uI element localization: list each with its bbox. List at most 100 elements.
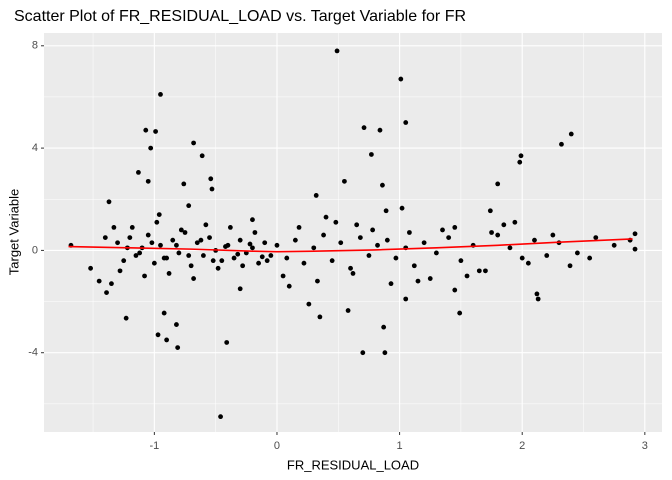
- point: [194, 240, 200, 246]
- point: [264, 258, 270, 264]
- point: [224, 340, 230, 345]
- point: [117, 268, 123, 274]
- point: [199, 153, 205, 159]
- point: [407, 230, 412, 235]
- point: [361, 125, 367, 131]
- point: [357, 235, 363, 241]
- point: [274, 242, 280, 248]
- point: [178, 227, 184, 233]
- point: [158, 91, 163, 97]
- point: [240, 263, 246, 269]
- point: [532, 237, 537, 243]
- point: [176, 250, 182, 256]
- point: [411, 263, 417, 269]
- point: [250, 245, 255, 251]
- point: [155, 332, 161, 338]
- y-tick-label: 8: [32, 40, 38, 52]
- point: [96, 278, 102, 284]
- point: [250, 217, 255, 223]
- point: [342, 178, 347, 184]
- point: [323, 214, 329, 220]
- point: [403, 120, 409, 125]
- point: [313, 193, 319, 198]
- point: [218, 414, 223, 420]
- point: [518, 153, 524, 159]
- point: [388, 281, 394, 287]
- point: [512, 219, 518, 225]
- point: [137, 250, 143, 256]
- point: [219, 258, 225, 264]
- point: [142, 273, 147, 279]
- point: [115, 240, 120, 246]
- point: [209, 186, 215, 192]
- point: [487, 208, 493, 214]
- point: [306, 301, 312, 307]
- point: [102, 235, 108, 241]
- point: [321, 232, 326, 238]
- point: [191, 140, 196, 146]
- point: [166, 271, 172, 276]
- point: [550, 232, 556, 238]
- point: [476, 268, 482, 274]
- point: [145, 232, 151, 238]
- point: [587, 255, 593, 261]
- point: [415, 278, 421, 284]
- x-tick-label: 2: [519, 440, 525, 452]
- point: [182, 230, 188, 235]
- point: [136, 169, 141, 175]
- point: [198, 237, 204, 243]
- point: [154, 219, 160, 225]
- point: [259, 254, 265, 260]
- point: [161, 255, 167, 261]
- point: [121, 258, 127, 264]
- point: [370, 227, 376, 233]
- point: [354, 222, 360, 228]
- point: [464, 273, 470, 279]
- point: [632, 231, 638, 237]
- point: [427, 276, 433, 281]
- point: [338, 240, 344, 246]
- point: [421, 240, 427, 246]
- point: [315, 278, 320, 284]
- point: [88, 265, 93, 271]
- point: [127, 235, 133, 241]
- point: [483, 268, 488, 274]
- point: [203, 222, 209, 228]
- point: [284, 255, 290, 261]
- point: [174, 322, 179, 327]
- point: [375, 242, 380, 248]
- point: [350, 271, 356, 276]
- point: [403, 296, 409, 302]
- point: [207, 235, 212, 241]
- point: [133, 253, 139, 258]
- point: [380, 182, 385, 188]
- point: [129, 224, 135, 230]
- point: [519, 255, 525, 261]
- point: [201, 253, 206, 258]
- point: [106, 199, 112, 205]
- point: [632, 246, 638, 252]
- point: [109, 281, 114, 287]
- point: [181, 181, 187, 187]
- point: [186, 203, 192, 209]
- point: [268, 253, 274, 258]
- point: [495, 232, 501, 238]
- point: [191, 276, 196, 281]
- point: [262, 240, 268, 246]
- point: [235, 251, 241, 257]
- point: [446, 235, 452, 241]
- point: [286, 283, 292, 289]
- point: [452, 287, 458, 293]
- point: [489, 230, 494, 235]
- y-tick-label: -4: [28, 347, 38, 359]
- point: [567, 263, 573, 269]
- point: [368, 152, 374, 157]
- point: [104, 290, 109, 296]
- point: [153, 129, 158, 134]
- point: [174, 242, 179, 248]
- point: [156, 212, 162, 217]
- point: [210, 258, 216, 264]
- point: [148, 145, 154, 151]
- trend-line: [68, 238, 633, 253]
- point: [334, 48, 340, 54]
